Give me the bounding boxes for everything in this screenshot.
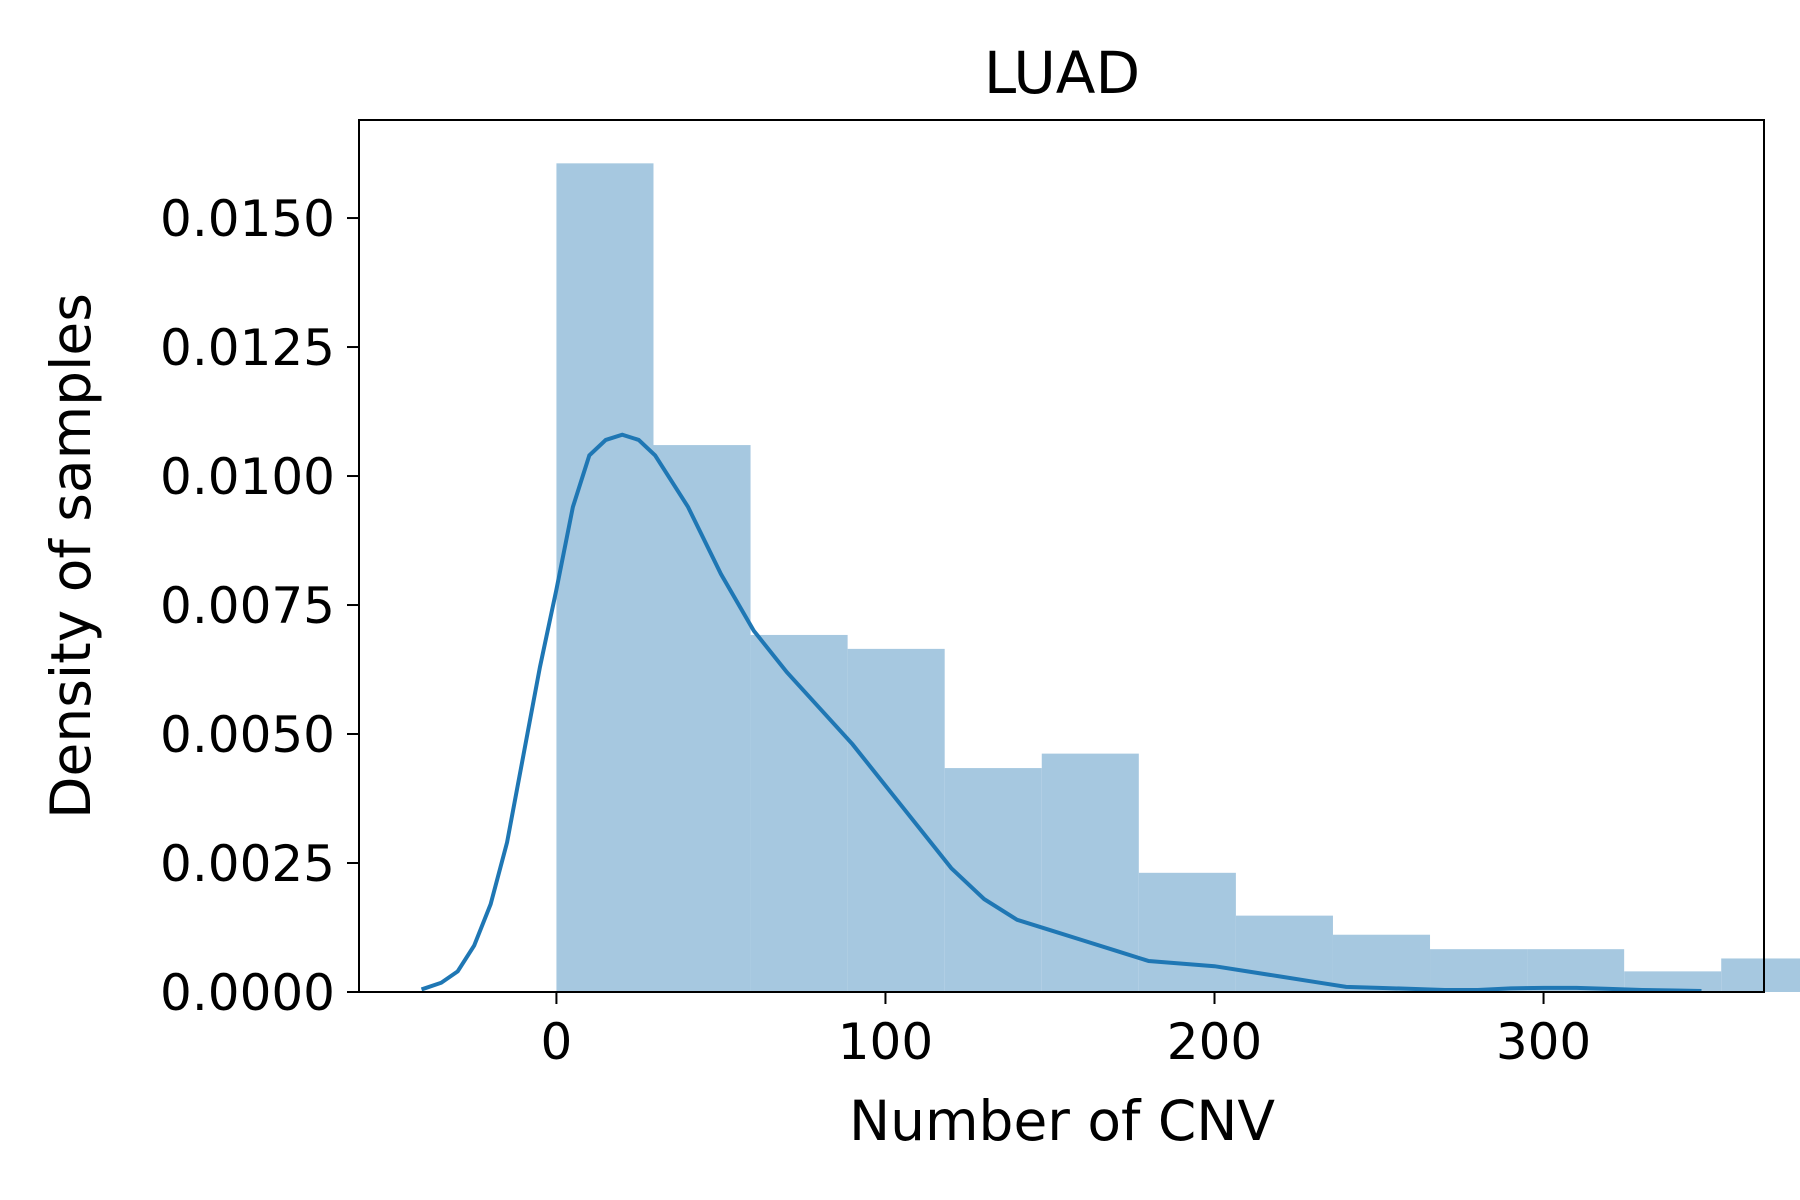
x-tick-label: 100 (838, 1013, 933, 1071)
kde-curve (420, 432, 1702, 993)
x-tick-label: 200 (1167, 1013, 1262, 1071)
plot-frame (358, 119, 1765, 993)
y-tick-label: 0.0125 (160, 319, 335, 377)
histogram-bar (944, 768, 1042, 992)
x-axis-title: Number of CNV (849, 1089, 1275, 1153)
histogram-bar (1624, 971, 1722, 992)
histogram-bar (556, 163, 654, 992)
x-tick-label: 0 (541, 1013, 573, 1071)
y-tick-label: 0.0050 (160, 706, 335, 764)
histogram-bar (1527, 949, 1625, 992)
histogram-bar (847, 648, 945, 992)
histogram-bar (1041, 753, 1139, 992)
y-tick-label: 0.0025 (160, 835, 335, 893)
histogram-bar (653, 445, 751, 993)
y-tick-label: 0.0075 (160, 577, 335, 635)
histogram-bar (1235, 915, 1333, 992)
chart-title: LUAD (984, 39, 1140, 107)
histogram-bar (750, 634, 848, 992)
y-axis-title: Density of samples (39, 293, 103, 819)
x-axis: 0 100 200 300 (541, 992, 1591, 1071)
histogram-bar (1138, 872, 1236, 992)
y-tick-label: 0.0150 (160, 190, 335, 248)
y-tick-label: 0.0000 (160, 964, 335, 1022)
y-tick-label: 0.0100 (160, 448, 335, 506)
x-tick-label: 300 (1496, 1013, 1591, 1071)
y-axis: 0.0000 0.0025 0.0050 0.0075 0.0100 0.0125 0.01… (160, 190, 359, 1022)
histogram-bar (1332, 934, 1431, 992)
histogram-bar (1430, 949, 1528, 992)
histogram-bar (1721, 958, 1800, 992)
histogram-bars (556, 163, 1800, 993)
